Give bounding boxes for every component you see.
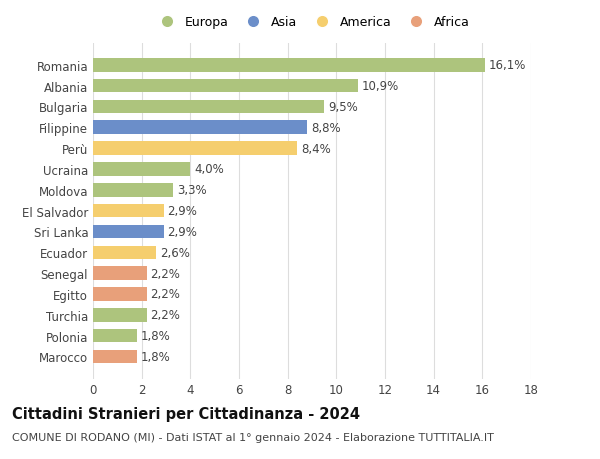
Bar bbox=[93, 142, 298, 156]
Bar bbox=[93, 204, 164, 218]
Text: 10,9%: 10,9% bbox=[362, 80, 399, 93]
Text: 16,1%: 16,1% bbox=[488, 59, 526, 72]
Legend: Europa, Asia, America, Africa: Europa, Asia, America, Africa bbox=[154, 17, 470, 29]
Text: 4,0%: 4,0% bbox=[194, 163, 224, 176]
Text: Cittadini Stranieri per Cittadinanza - 2024: Cittadini Stranieri per Cittadinanza - 2… bbox=[12, 406, 360, 421]
Bar bbox=[93, 267, 146, 280]
Text: 8,8%: 8,8% bbox=[311, 122, 340, 134]
Text: 2,6%: 2,6% bbox=[160, 246, 190, 259]
Text: 1,8%: 1,8% bbox=[140, 330, 170, 342]
Text: 2,9%: 2,9% bbox=[167, 225, 197, 238]
Bar bbox=[93, 163, 190, 176]
Bar bbox=[93, 308, 146, 322]
Text: 9,5%: 9,5% bbox=[328, 101, 358, 114]
Bar bbox=[93, 350, 137, 364]
Bar bbox=[93, 225, 164, 239]
Text: COMUNE DI RODANO (MI) - Dati ISTAT al 1° gennaio 2024 - Elaborazione TUTTITALIA.: COMUNE DI RODANO (MI) - Dati ISTAT al 1°… bbox=[12, 432, 494, 442]
Bar bbox=[93, 101, 324, 114]
Text: 1,8%: 1,8% bbox=[140, 350, 170, 363]
Bar bbox=[93, 287, 146, 301]
Bar bbox=[93, 121, 307, 135]
Text: 2,9%: 2,9% bbox=[167, 205, 197, 218]
Text: 2,2%: 2,2% bbox=[150, 288, 180, 301]
Text: 2,2%: 2,2% bbox=[150, 267, 180, 280]
Text: 8,4%: 8,4% bbox=[301, 142, 331, 155]
Text: 3,3%: 3,3% bbox=[177, 184, 206, 197]
Bar bbox=[93, 59, 485, 73]
Text: 2,2%: 2,2% bbox=[150, 308, 180, 322]
Bar bbox=[93, 79, 358, 93]
Bar bbox=[93, 184, 173, 197]
Bar bbox=[93, 246, 156, 259]
Bar bbox=[93, 329, 137, 343]
